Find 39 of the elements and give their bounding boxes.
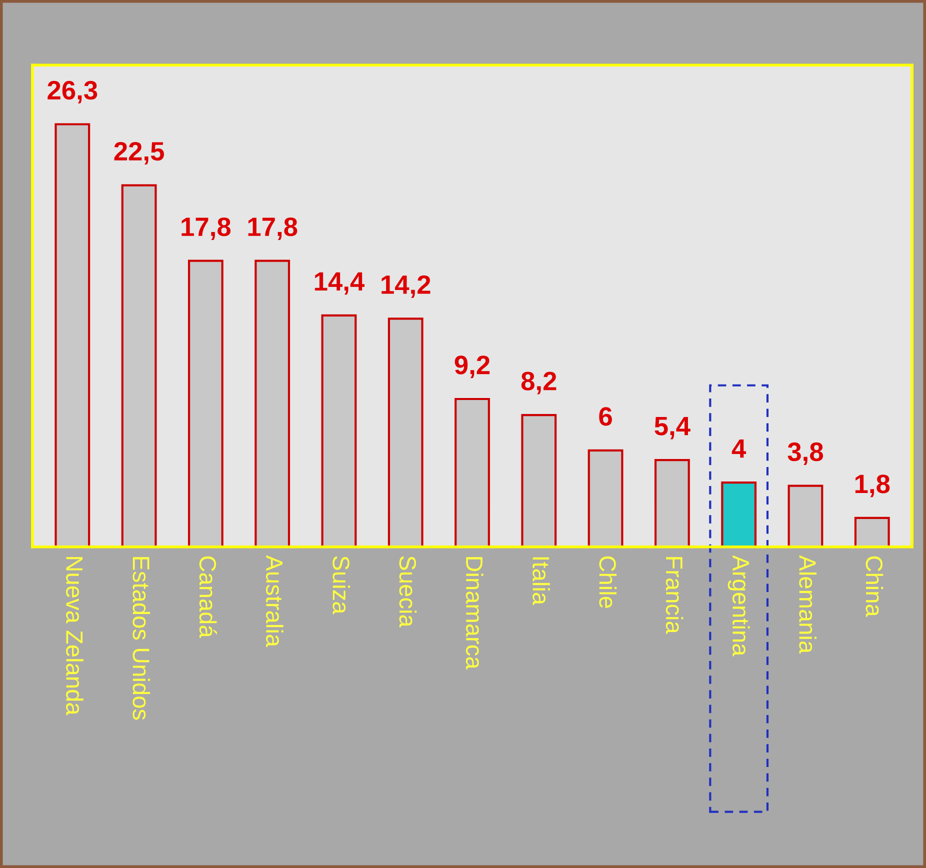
x-tick-label: Suecia — [399, 556, 417, 628]
x-tick-label: Argentina — [728, 555, 750, 656]
data-label: 17,8 — [248, 217, 298, 240]
data-label: 1,8 — [855, 474, 890, 498]
x-tick-label: Italia — [532, 557, 550, 606]
bar — [588, 449, 624, 547]
data-label: 8,2 — [521, 372, 556, 394]
data-label: 26,3 — [48, 80, 98, 104]
bar — [188, 260, 224, 547]
bar — [388, 318, 424, 547]
x-tick-label: Dinamarca — [466, 557, 484, 670]
data-label: 4 — [732, 439, 746, 458]
bar — [654, 459, 690, 547]
bar — [54, 123, 90, 547]
bar — [788, 484, 824, 547]
data-label: 22,5 — [114, 142, 164, 164]
data-label: 9,2 — [454, 356, 490, 378]
x-tick-label: Estados Unidos — [132, 557, 150, 720]
x-tick-label: Alemania — [799, 555, 816, 654]
x-tick-label: Australia — [266, 555, 284, 648]
bar — [254, 260, 290, 547]
data-label: 14,2 — [382, 275, 430, 298]
x-tick-label: Francia — [666, 557, 684, 634]
bar — [121, 184, 157, 547]
data-label: 17,8 — [182, 217, 231, 240]
x-tick-label: China — [866, 556, 884, 617]
bar — [321, 314, 357, 547]
data-label: 5,4 — [654, 417, 690, 440]
bar — [454, 398, 490, 547]
x-tick-label: Suiza — [332, 556, 350, 614]
data-label: 3,8 — [788, 442, 824, 465]
x-tick-label: Canadá — [199, 556, 217, 638]
x-tick-label: Chile — [599, 556, 617, 608]
x-tick-label: Nueva Zelanda — [66, 557, 84, 716]
bar — [721, 482, 757, 547]
data-label: 6 — [599, 407, 612, 426]
data-label: 14,4 — [314, 272, 365, 295]
bar — [521, 414, 557, 547]
bar — [854, 516, 890, 547]
